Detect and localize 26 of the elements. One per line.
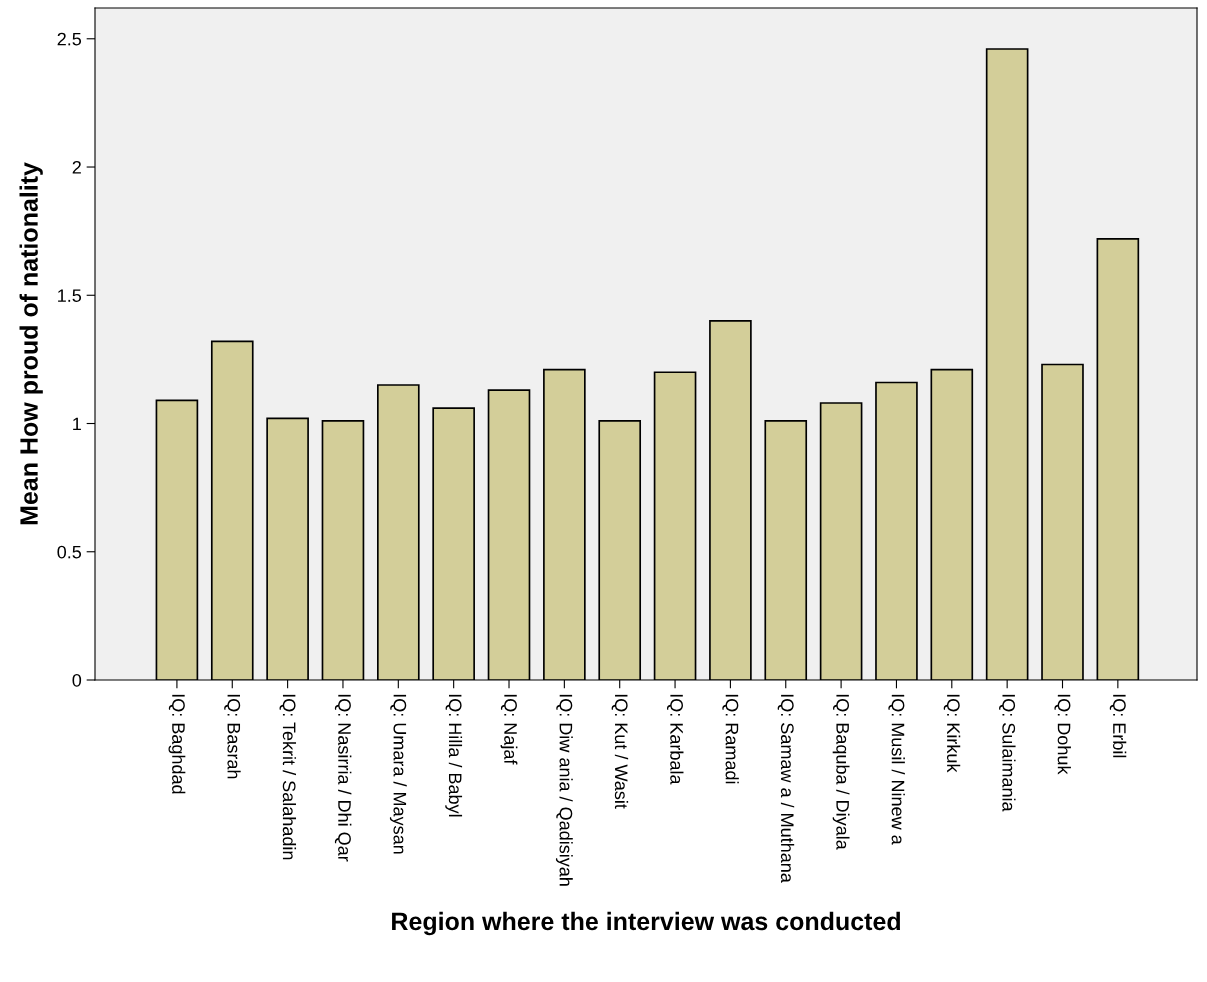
x-tick-label: IQ: Karbala <box>666 694 684 785</box>
x-tick-label: IQ: Dohuk <box>1054 694 1071 775</box>
x-tick-label: IQ: Kut / Wasit <box>611 694 629 809</box>
x-axis-title: Region where the interview was conducted <box>392 911 900 936</box>
y-tick-label: 2 <box>72 160 81 174</box>
x-tick-label: IQ: Umara / Maysan <box>389 694 407 854</box>
x-tick-label: IQ: Hilla / Babyl <box>445 694 463 817</box>
x-tick-label: IQ: Ramadi <box>722 694 739 784</box>
x-tick-label: IQ: Baghdad <box>168 694 186 794</box>
x-tick-label: IQ: Sulaimania <box>999 694 1016 812</box>
y-tick-label: 1 <box>73 417 81 431</box>
y-tick-label: 0.5 <box>57 545 82 559</box>
x-tick-label: IQ: Tekrit / Salahadin <box>279 694 297 860</box>
x-tick-label: IQ: Nasirria / Dhi Qar <box>334 694 352 862</box>
x-tick-label: IQ: Samaw a / Muthana <box>777 694 795 883</box>
y-axis-title: Mean How proud of nationality <box>19 162 43 525</box>
x-tick-label: IQ: Erbil <box>1109 694 1127 758</box>
x-tick-label: IQ: Diw ania / Qadisiyah <box>555 694 573 886</box>
x-tick-label: IQ: Najaf <box>500 694 518 765</box>
y-tick-label: 1.5 <box>58 289 82 302</box>
x-tick-label: IQ: Kirkuk <box>943 694 961 773</box>
x-tick-label: IQ: Baquba / Diyala <box>832 694 850 850</box>
y-tick-label: 0 <box>72 673 82 687</box>
x-tick-label: IQ: Basrah <box>224 694 241 779</box>
y-tick-label: 2.5 <box>57 32 82 46</box>
x-tick-label: IQ: Musil / Ninew a <box>888 694 905 845</box>
